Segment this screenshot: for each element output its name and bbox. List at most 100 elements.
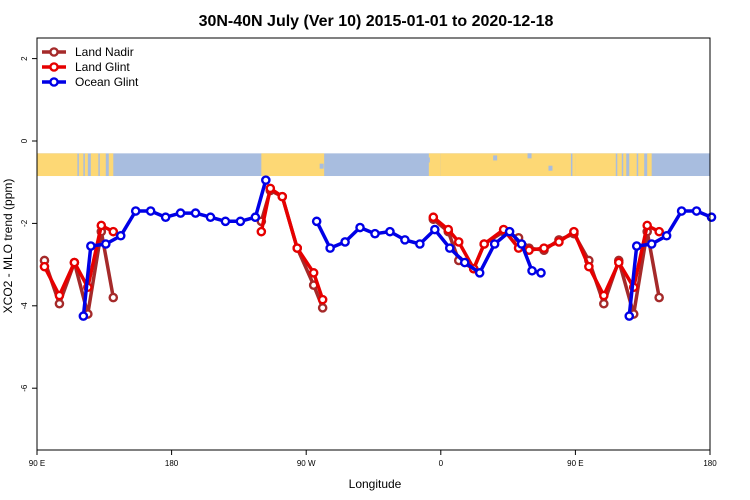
data-point bbox=[646, 239, 657, 249]
data-point bbox=[569, 226, 579, 237]
x-tick-label: 90 E bbox=[29, 459, 45, 468]
data-point bbox=[325, 243, 335, 253]
data-point bbox=[370, 228, 380, 239]
data-point bbox=[175, 208, 186, 218]
data-point bbox=[539, 243, 549, 253]
data-point bbox=[54, 290, 65, 301]
data-point bbox=[190, 208, 201, 218]
data-point bbox=[355, 222, 365, 233]
y-tick-label: -6 bbox=[20, 384, 29, 392]
data-point bbox=[459, 257, 470, 268]
map-land bbox=[78, 153, 84, 177]
data-point bbox=[256, 226, 267, 237]
map-water-detail bbox=[527, 153, 532, 159]
map-water-detail bbox=[410, 155, 415, 161]
data-point bbox=[205, 212, 216, 223]
data-point bbox=[536, 268, 546, 278]
data-point bbox=[527, 265, 537, 276]
data-point bbox=[115, 230, 126, 241]
legend-swatch-marker bbox=[49, 47, 59, 57]
map-land bbox=[575, 153, 616, 177]
data-point bbox=[624, 311, 635, 321]
data-point bbox=[676, 206, 687, 216]
map-land bbox=[617, 153, 622, 177]
series-land-glint bbox=[39, 183, 664, 305]
world-map-strip bbox=[37, 153, 710, 177]
legend-label: Land Glint bbox=[75, 60, 130, 74]
data-point bbox=[340, 237, 350, 247]
x-axis-label: Longitude bbox=[349, 477, 402, 491]
data-point bbox=[317, 303, 328, 313]
data-point bbox=[613, 257, 624, 268]
series-extra-3 bbox=[624, 206, 717, 321]
y-axis: 2 0 -2 -4 -6 bbox=[20, 56, 37, 392]
data-point bbox=[311, 216, 322, 227]
legend-label: Land Nadir bbox=[75, 45, 134, 59]
data-point bbox=[39, 261, 50, 272]
legend-swatch-marker bbox=[49, 77, 59, 87]
data-point bbox=[489, 239, 500, 249]
map-land bbox=[623, 153, 627, 177]
data-point bbox=[235, 216, 246, 227]
data-point bbox=[642, 220, 652, 231]
data-point bbox=[86, 241, 96, 251]
chart-title: 30N-40N July (Ver 10) 2015-01-01 to 2020… bbox=[199, 13, 554, 30]
plot-frame bbox=[36, 37, 711, 451]
data-point bbox=[599, 298, 609, 309]
y-tick-label: 0 bbox=[20, 138, 29, 143]
data-point bbox=[250, 212, 261, 223]
map-land bbox=[638, 153, 645, 177]
x-tick-label: 90 W bbox=[297, 459, 316, 468]
data-point bbox=[130, 206, 141, 216]
map-water-detail bbox=[493, 155, 498, 161]
data-point bbox=[415, 239, 425, 249]
map-land bbox=[629, 153, 637, 177]
data-point bbox=[265, 183, 276, 194]
series-line bbox=[259, 188, 325, 309]
data-point bbox=[474, 268, 485, 278]
legend-swatch-marker bbox=[49, 62, 59, 72]
data-point bbox=[654, 292, 664, 303]
map-land bbox=[647, 153, 652, 177]
data-point bbox=[220, 216, 231, 227]
data-point bbox=[261, 175, 271, 185]
data-point bbox=[108, 226, 119, 237]
map-land bbox=[99, 153, 106, 177]
y-tick-label: 2 bbox=[20, 56, 29, 61]
map-land bbox=[90, 153, 99, 177]
data-point bbox=[385, 226, 395, 237]
y-axis-label: XCO2 - MLO trend (ppm) bbox=[1, 179, 15, 314]
data-point bbox=[96, 220, 107, 231]
legend-label: Ocean Glint bbox=[75, 75, 139, 89]
data-point bbox=[584, 261, 594, 272]
data-point bbox=[599, 290, 609, 301]
map-water-detail bbox=[319, 163, 324, 169]
data-point bbox=[317, 294, 328, 305]
y-tick-label: -2 bbox=[20, 219, 29, 227]
map-land bbox=[428, 153, 441, 177]
map-land bbox=[572, 153, 576, 177]
data-point bbox=[631, 241, 642, 251]
data-point bbox=[554, 237, 564, 247]
map-land bbox=[440, 153, 571, 177]
x-tick-label: 180 bbox=[165, 459, 179, 468]
data-point bbox=[292, 243, 303, 253]
x-tick-label: 90 E bbox=[567, 459, 583, 468]
map-land bbox=[261, 153, 325, 177]
data-point bbox=[54, 298, 65, 309]
data-point bbox=[516, 239, 527, 249]
data-point bbox=[444, 243, 455, 253]
data-point bbox=[69, 257, 80, 268]
map-land bbox=[37, 153, 78, 177]
data-point bbox=[504, 226, 515, 237]
data-point bbox=[428, 212, 439, 223]
map-water-detail bbox=[425, 157, 430, 163]
x-tick-label: 0 bbox=[439, 459, 444, 468]
legend-item: Ocean Glint bbox=[42, 75, 139, 89]
x-axis: 90 E 180 90 W 0 90 E 180 bbox=[29, 450, 717, 468]
data-point bbox=[661, 230, 672, 241]
legend-item: Land Glint bbox=[42, 60, 130, 74]
data-point bbox=[443, 224, 454, 235]
